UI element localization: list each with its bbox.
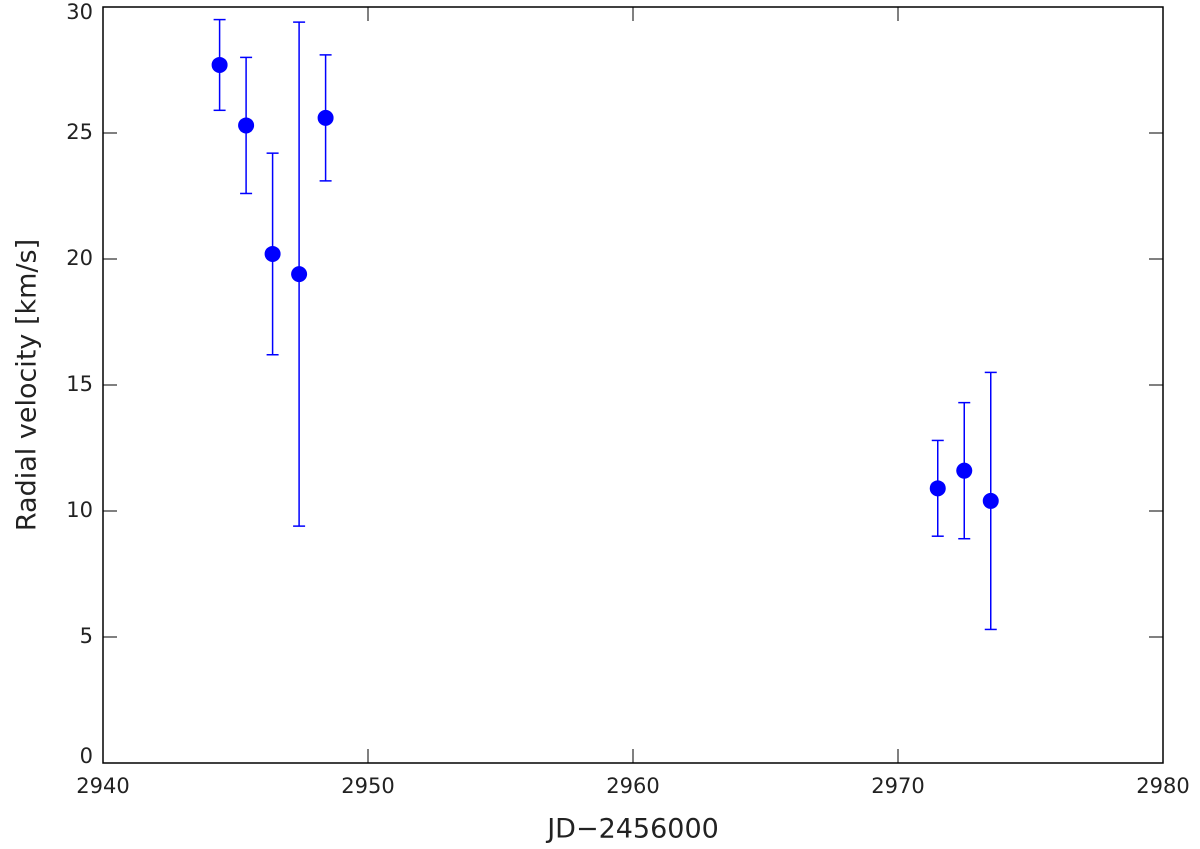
- point: [982, 492, 999, 509]
- point: [211, 56, 228, 73]
- x-tick-label: 2940: [76, 774, 129, 798]
- x-tick-label: 2960: [606, 774, 659, 798]
- point: [238, 117, 255, 134]
- y-tick-label: 5: [80, 624, 93, 648]
- point: [264, 245, 281, 262]
- y-tick-label: 25: [66, 120, 93, 144]
- point: [929, 480, 946, 497]
- y-tick-label: 20: [66, 246, 93, 270]
- y-tick-label: 0: [80, 744, 93, 768]
- x-axis-title: JD−2456000: [545, 814, 719, 845]
- point: [956, 462, 973, 479]
- x-tick-label: 2950: [341, 774, 394, 798]
- x-tick-label: 2980: [1136, 774, 1189, 798]
- y-tick-label: 10: [66, 498, 93, 522]
- y-tick-label: 30: [66, 0, 93, 24]
- plot-frame: [102, 6, 1164, 764]
- point: [317, 109, 334, 126]
- x-tick-label: 2970: [871, 774, 924, 798]
- y-axis-title: Radial velocity [km/s]: [12, 239, 43, 531]
- y-tick-label: 15: [66, 372, 93, 396]
- point: [291, 266, 308, 283]
